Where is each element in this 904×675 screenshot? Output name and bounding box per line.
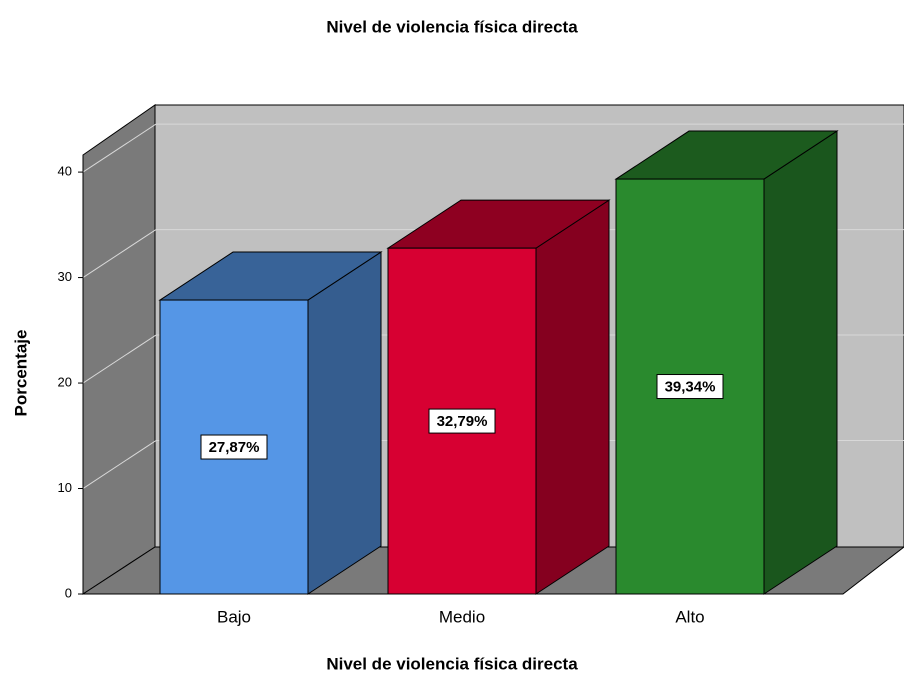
grid-line [82, 123, 157, 173]
value-label-box [428, 408, 496, 434]
x-tick-label: Bajo [217, 607, 251, 626]
bar-side [763, 130, 838, 595]
chart-title: Nivel de violencia física directa [326, 17, 578, 36]
left-wall [82, 104, 156, 595]
y-axis-title: Porcentaje [11, 330, 30, 417]
bar-side [307, 251, 382, 595]
grid-line [82, 229, 157, 278]
x-tick-label: Alto [675, 607, 704, 626]
value-label: 39,34% [665, 378, 716, 395]
grid-line [82, 440, 157, 489]
y-tick-label: 0 [65, 585, 72, 600]
value-label-box [200, 434, 268, 460]
bar-side [535, 199, 610, 595]
value-label: 32,79% [437, 413, 488, 430]
y-tick-label: 30 [58, 269, 72, 284]
y-tick-label: 40 [58, 164, 72, 179]
y-tick-label: 20 [58, 374, 72, 389]
x-axis-title: Nivel de violencia física directa [326, 654, 578, 673]
grid-line [82, 334, 157, 384]
x-tick-label: Medio [439, 607, 485, 626]
value-label: 27,87% [209, 439, 260, 456]
y-tick-label: 10 [58, 480, 72, 495]
value-label-box [656, 374, 724, 400]
